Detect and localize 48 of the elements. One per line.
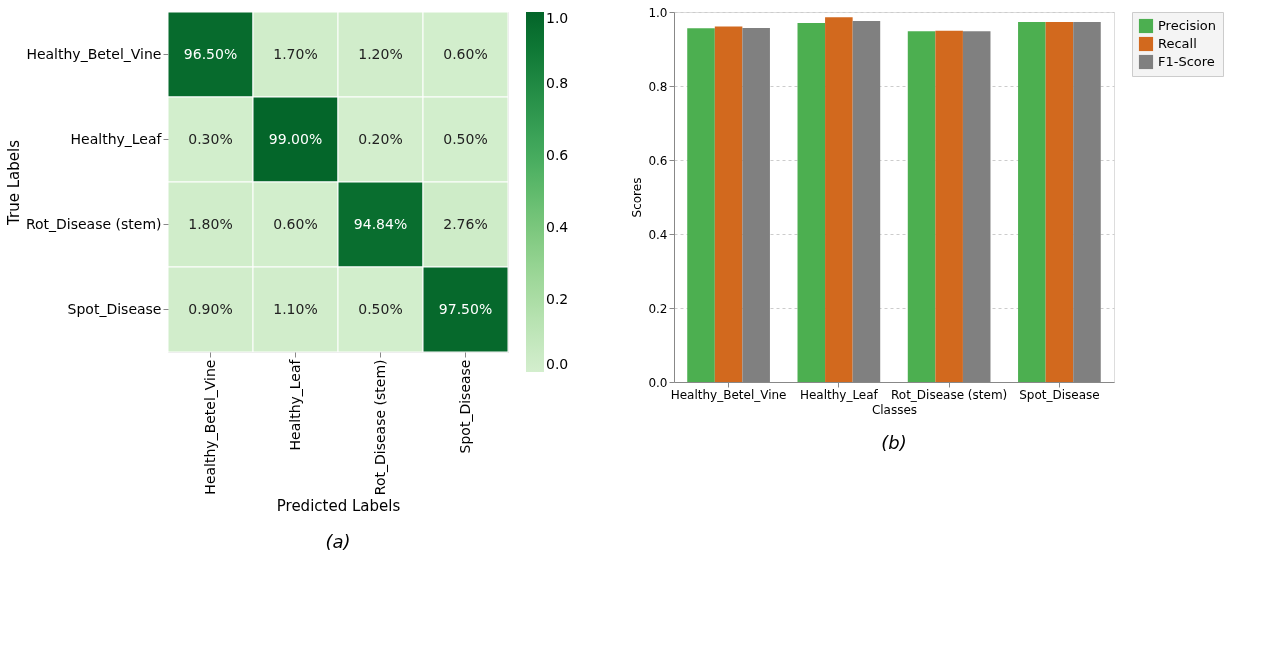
data-label: 0.50% <box>358 300 403 317</box>
color-bar-label: 0.8 <box>546 75 569 91</box>
data-label: 2.76% <box>443 215 488 232</box>
data-label: 0.30% <box>188 130 233 147</box>
x-tick-label: Rot_Disease (stem) <box>371 359 388 496</box>
color-bar-label: 0.6 <box>546 147 569 163</box>
x-axis-title: Predicted Labels <box>276 497 401 516</box>
y-tick-label: Spot_Disease <box>67 300 162 317</box>
text: (a) <box>325 530 351 552</box>
color-bar-label: 0.0 <box>546 356 569 372</box>
y-axis-title: True Labels <box>4 139 23 226</box>
legend-label: Precision <box>1158 18 1217 33</box>
x-tick-label: Rot_Disease (stem) <box>891 387 1008 402</box>
data-label: 1.70% <box>273 45 318 62</box>
x-axis-title: Classes <box>871 402 918 417</box>
x-tick-label: Spot_Disease <box>1019 387 1100 402</box>
y-tick-label: 0.4 <box>648 227 668 242</box>
data-label: 0.60% <box>273 215 318 232</box>
data-label: 0.20% <box>358 130 403 147</box>
data-label: 0.60% <box>443 45 488 62</box>
x-tick-label: Healthy_Betel_Vine <box>670 387 787 402</box>
x-tick-label: Healthy_Leaf <box>286 358 303 451</box>
y-tick-label: Healthy_Betel_Vine <box>26 45 162 62</box>
data-label: 99.00% <box>268 130 323 147</box>
y-tick-label: 0.0 <box>648 375 668 390</box>
data-label: 1.80% <box>188 215 233 232</box>
data-label: 0.90% <box>188 300 233 317</box>
color-bar-label: 1.0 <box>546 10 569 26</box>
data-label: 1.10% <box>273 300 318 317</box>
data-label: 96.50% <box>183 45 238 62</box>
text: (b) <box>881 432 907 453</box>
data-label: 0.50% <box>443 130 488 147</box>
y-tick-label: Rot_Disease (stem) <box>25 215 162 232</box>
y-tick-label: 0.6 <box>648 153 668 168</box>
color-bar-label: 0.2 <box>546 291 569 307</box>
y-tick-label: Healthy_Leaf <box>70 130 163 147</box>
x-tick-label: Spot_Disease <box>456 359 473 454</box>
legend-label: Recall <box>1158 36 1197 51</box>
data-label: 97.50% <box>438 300 493 317</box>
color-bar-label: 0.4 <box>546 219 569 235</box>
data-label: 1.20% <box>358 45 403 62</box>
y-tick-label: 0.2 <box>648 301 668 316</box>
x-tick-label: Healthy_Leaf <box>799 387 879 402</box>
y-axis-title: Scores <box>630 177 645 218</box>
legend-label: F1-Score <box>1158 54 1215 69</box>
data-label: 94.84% <box>353 215 408 232</box>
y-tick-label: 0.8 <box>648 79 668 94</box>
y-tick-label: 1.0 <box>648 5 668 20</box>
